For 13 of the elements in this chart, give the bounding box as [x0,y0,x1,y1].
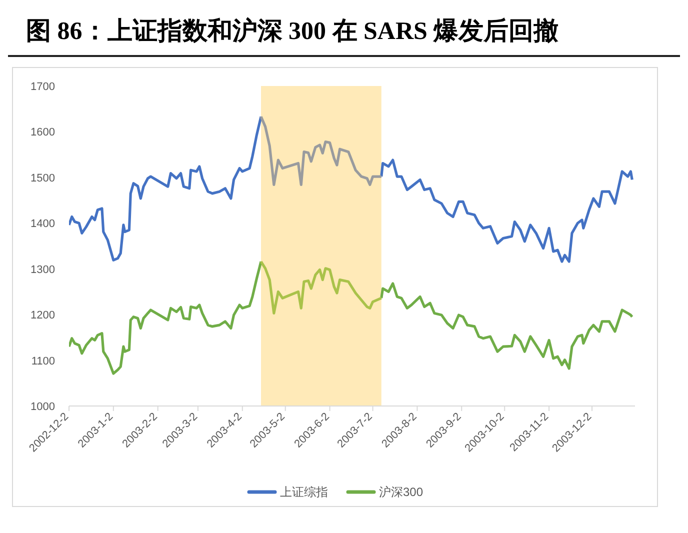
y-tick-label: 1000 [30,401,55,413]
line-series [260,260,383,314]
legend-label: 沪深300 [378,484,424,500]
y-tick-label: 1400 [30,218,55,230]
y-tick-label: 1600 [30,126,55,139]
y-tick-label: 1100 [31,355,55,368]
legend-label: 上证综指 [280,484,328,500]
y-tick-label: 1300 [30,264,55,276]
line-series [260,115,383,186]
y-tick-label: 1500 [30,172,55,184]
y-tick-label: 1700 [30,81,55,93]
chart-title: 图 86：上证指数和沪深 300 在 SARS 爆发后回撤 [8,8,680,57]
y-tick-label: 1200 [30,310,55,322]
